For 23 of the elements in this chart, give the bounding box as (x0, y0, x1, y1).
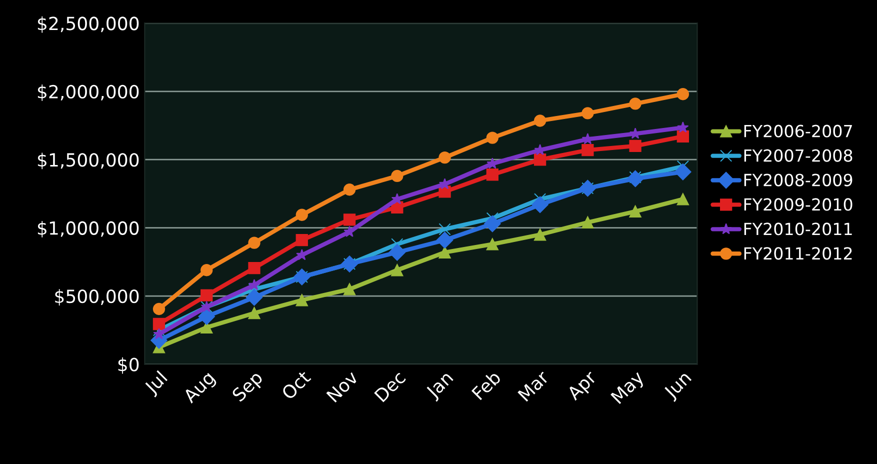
legend-label: FY2009-2010 (744, 198, 852, 211)
x-tick-label: Aug (182, 370, 218, 406)
legend-label: FY2007-2008 (744, 149, 852, 162)
y-tick-label: $2,500,000 (38, 16, 139, 33)
y-tick-label: $1,500,000 (38, 152, 139, 170)
x-tick-label: Jan (424, 370, 456, 402)
y-tick-label: $1,000,000 (38, 220, 139, 238)
x-tick-label: Jul (142, 370, 170, 398)
x-tick-label: Mar (518, 369, 550, 402)
x-tick-label: Dec (374, 370, 406, 402)
legend-label: FY2008-2009 (744, 174, 852, 186)
x-tick-label: Jun (662, 370, 694, 402)
y-tick-label: $0 (118, 357, 139, 374)
x-tick-label: Nov (326, 370, 360, 403)
x-tick-label: Apr (566, 369, 600, 404)
x-tick-label: Feb (471, 370, 502, 400)
y-tick-label: $500,000 (55, 289, 139, 306)
x-tick-label: Sep (231, 370, 266, 405)
legend-label: FY2006-2007 (744, 124, 852, 138)
x-tick-label: Oct (280, 370, 312, 400)
legend-label: FY2011-2012 (744, 247, 852, 260)
legend-label: FY2010-2011 (744, 222, 852, 236)
y-tick-label: $2,000,000 (38, 84, 139, 101)
